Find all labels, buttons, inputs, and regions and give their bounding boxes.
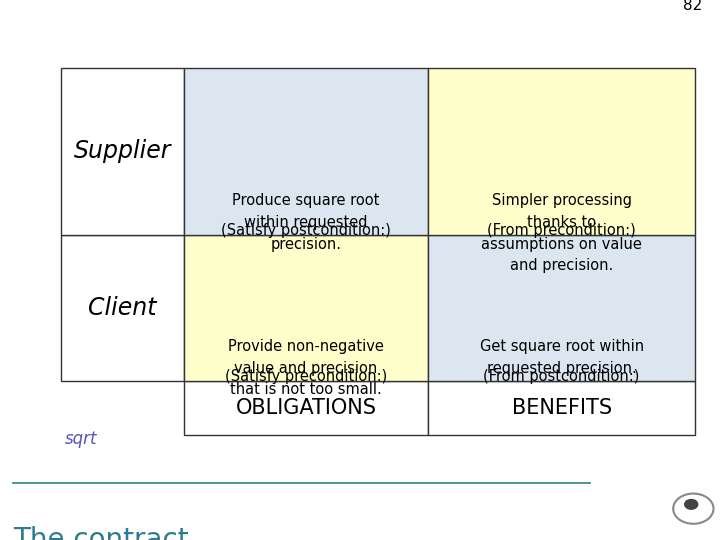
Text: BENEFITS: BENEFITS xyxy=(511,397,612,418)
Text: (Satisfy precondition:): (Satisfy precondition:) xyxy=(225,369,387,384)
Text: Client: Client xyxy=(88,296,157,320)
Bar xyxy=(428,381,695,435)
Text: The contract: The contract xyxy=(13,526,189,540)
Bar xyxy=(184,235,428,381)
Text: OBLIGATIONS: OBLIGATIONS xyxy=(235,397,377,418)
Text: Provide non-negative
value and precision
that is not too small.: Provide non-negative value and precision… xyxy=(228,339,384,397)
Text: Get square root within
requested precision.: Get square root within requested precisi… xyxy=(480,339,644,376)
Circle shape xyxy=(685,500,698,509)
Bar xyxy=(428,235,695,381)
Bar xyxy=(184,381,428,435)
Text: (Satisfy postcondition:): (Satisfy postcondition:) xyxy=(221,223,391,238)
Bar xyxy=(61,235,184,381)
Bar xyxy=(61,68,184,235)
Text: (From postcondition:): (From postcondition:) xyxy=(483,369,640,384)
Text: Produce square root
within requested
precision.: Produce square root within requested pre… xyxy=(233,193,379,252)
Text: Simpler processing
thanks to
assumptions on value
and precision.: Simpler processing thanks to assumptions… xyxy=(481,193,642,273)
Text: 82: 82 xyxy=(683,0,702,14)
Text: sqrt: sqrt xyxy=(65,430,97,448)
Bar xyxy=(184,68,428,235)
Text: Supplier: Supplier xyxy=(73,139,171,163)
Bar xyxy=(428,68,695,235)
Text: (From precondition:): (From precondition:) xyxy=(487,223,636,238)
